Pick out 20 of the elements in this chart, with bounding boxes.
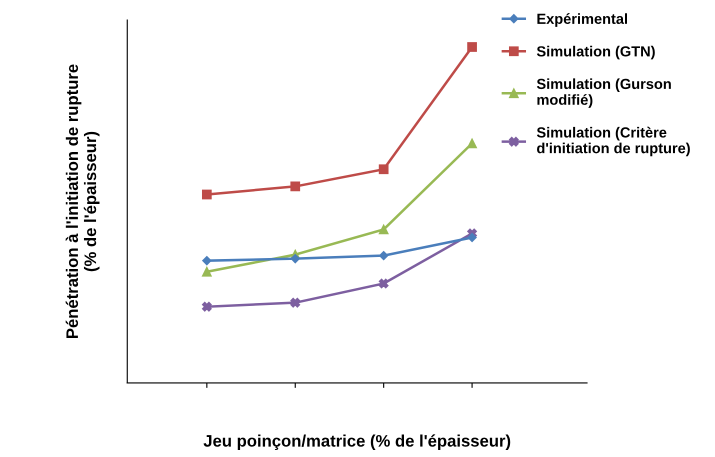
y-axis-title: Pénétration à l'initiation de rupture (% de l'épaisseur) (66, 64, 100, 338)
legend-label: Simulation (Critère d'initiation de rupture) (536, 126, 690, 156)
point (290, 254, 300, 264)
point (202, 266, 212, 277)
point (202, 256, 212, 266)
x-axis-title: Jeu poinçon/matrice (% de l'épaisseur) (204, 434, 510, 450)
legend-label: Expérimental (537, 13, 627, 27)
point (378, 278, 389, 288)
legend-label: Simulation (GTN) (536, 46, 655, 60)
point (290, 182, 300, 192)
point (467, 138, 477, 148)
point (467, 42, 477, 52)
point (290, 298, 300, 308)
point (202, 190, 212, 200)
point (378, 224, 389, 234)
point (378, 164, 389, 174)
point (379, 251, 388, 260)
legend-label: Simulation (Gurson modifié) (536, 78, 671, 108)
point (202, 302, 212, 312)
point (467, 232, 477, 242)
